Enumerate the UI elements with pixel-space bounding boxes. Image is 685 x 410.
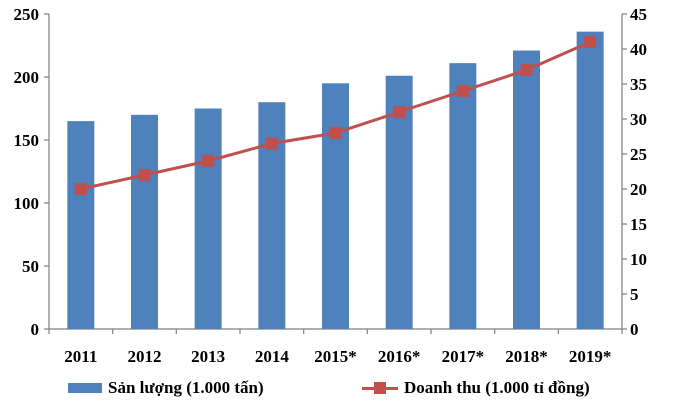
x-tick-label: 2011: [64, 347, 97, 366]
x-tick-label: 2019*: [569, 347, 612, 366]
line-point: [329, 127, 342, 139]
left-tick-label: 50: [22, 257, 39, 276]
line-point: [265, 137, 278, 150]
legend-line-label: Doanh thu (1.000 tỉ đồng): [404, 378, 590, 397]
right-tick-label: 0: [630, 320, 639, 339]
bar: [194, 108, 222, 329]
left-tick-label: 150: [14, 131, 40, 150]
line-series: [74, 36, 597, 195]
right-tick-label: 35: [630, 75, 647, 94]
legend-square-marker-icon: [374, 382, 386, 394]
right-tick-label: 25: [630, 145, 647, 164]
right-tick-label: 30: [630, 110, 647, 129]
bar: [131, 114, 158, 329]
left-tick-label: 250: [14, 5, 40, 24]
bar: [258, 102, 286, 329]
line-point: [456, 85, 469, 97]
x-tick-label: 2017*: [442, 347, 485, 366]
x-tick-label: 2013: [191, 347, 225, 366]
bar: [67, 121, 95, 329]
line-point: [393, 106, 406, 118]
x-tick-label: 2012: [128, 347, 162, 366]
left-tick-label: 200: [14, 68, 40, 87]
line-point: [202, 155, 215, 167]
legend-item-bar: Sản lượng (1.000 tấn): [68, 378, 264, 398]
right-tick-label: 45: [630, 5, 647, 24]
legend-item-line: Doanh thu (1.000 tỉ đồng): [362, 378, 590, 398]
left-tick-label: 100: [14, 194, 40, 213]
bar: [449, 63, 477, 329]
bar: [322, 83, 349, 329]
line-point: [74, 183, 87, 195]
bar: [513, 50, 540, 329]
right-tick-label: 5: [630, 285, 639, 304]
x-tick-label: 2015*: [314, 347, 357, 366]
x-tick-label: 2014: [255, 347, 290, 366]
legend-bar-label: Sản lượng (1.000 tấn): [108, 378, 264, 397]
line-point: [584, 36, 597, 48]
bar-series: [67, 31, 604, 330]
legend-line-swatch: [362, 382, 398, 394]
x-tick-label: 2018*: [505, 347, 548, 366]
right-tick-label: 20: [630, 180, 647, 199]
legend: Sản lượng (1.000 tấn) Doanh thu (1.000 t…: [64, 378, 664, 404]
x-axis-labels: 2011 2012 2013 2014 2015* 2016* 2017* 2018* 2019…: [48, 329, 623, 366]
left-y-axis: 0 50 100 150 200 250: [14, 5, 49, 339]
right-tick-label: 15: [630, 215, 647, 234]
line-point: [138, 169, 151, 181]
line-point: [520, 64, 533, 76]
right-y-axis: 0 5 10 15 20 25 30 35 40 45: [622, 5, 647, 339]
bar: [576, 31, 604, 329]
right-tick-label: 10: [630, 250, 647, 269]
legend-bar-swatch: [68, 383, 102, 393]
x-tick-label: 2016*: [378, 347, 421, 366]
left-tick-label: 0: [31, 320, 40, 339]
right-tick-label: 40: [630, 40, 647, 59]
